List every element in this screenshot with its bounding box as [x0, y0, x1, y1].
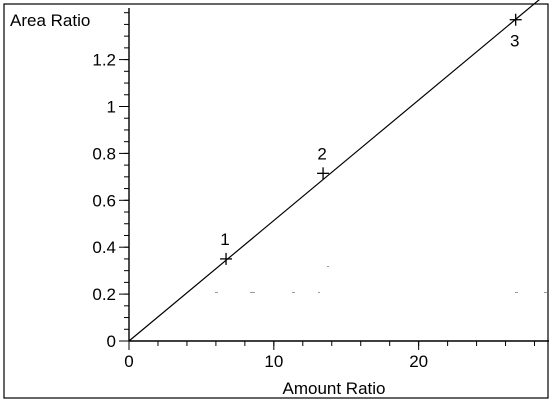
- point-label: 1: [220, 230, 229, 249]
- fit-line-layer: [128, 0, 540, 342]
- scan-speck: [327, 266, 329, 267]
- data-point-1: 1: [220, 230, 233, 265]
- y-tick-label: 0.4: [92, 238, 116, 257]
- x-axis-title: Amount Ratio: [283, 379, 386, 398]
- y-tick-label: 1: [107, 97, 116, 116]
- y-tick-label: 0.2: [92, 285, 116, 304]
- scan-speck: [215, 292, 218, 293]
- scan-speck: [250, 292, 255, 293]
- y-axis-title: Area Ratio: [10, 11, 90, 30]
- x-tick-label: 0: [124, 352, 133, 371]
- x-tick-label: 20: [409, 352, 428, 371]
- y-tick-label: 0.6: [92, 191, 116, 210]
- data-points: 1 2 3: [220, 13, 522, 265]
- y-tick-label: 0: [107, 332, 116, 351]
- data-point-3: 3: [509, 13, 522, 51]
- scan-speck: [292, 292, 295, 293]
- y-tick-label: 1.2: [92, 51, 116, 70]
- y-tick-label: 0.8: [92, 144, 116, 163]
- scan-speck: [318, 292, 320, 293]
- scan-speck: [544, 292, 547, 293]
- chart-frame: [3, 3, 549, 399]
- calibration-fit-line: [128, 0, 540, 342]
- scan-speck: [515, 292, 518, 293]
- point-label: 3: [510, 32, 519, 51]
- point-label: 2: [317, 144, 326, 163]
- data-point-2: 2: [317, 144, 330, 180]
- axes: 0 0.2 0.4 0.6 0.8 1 1.2 0 10 20: [92, 8, 549, 371]
- x-tick-label: 10: [264, 352, 283, 371]
